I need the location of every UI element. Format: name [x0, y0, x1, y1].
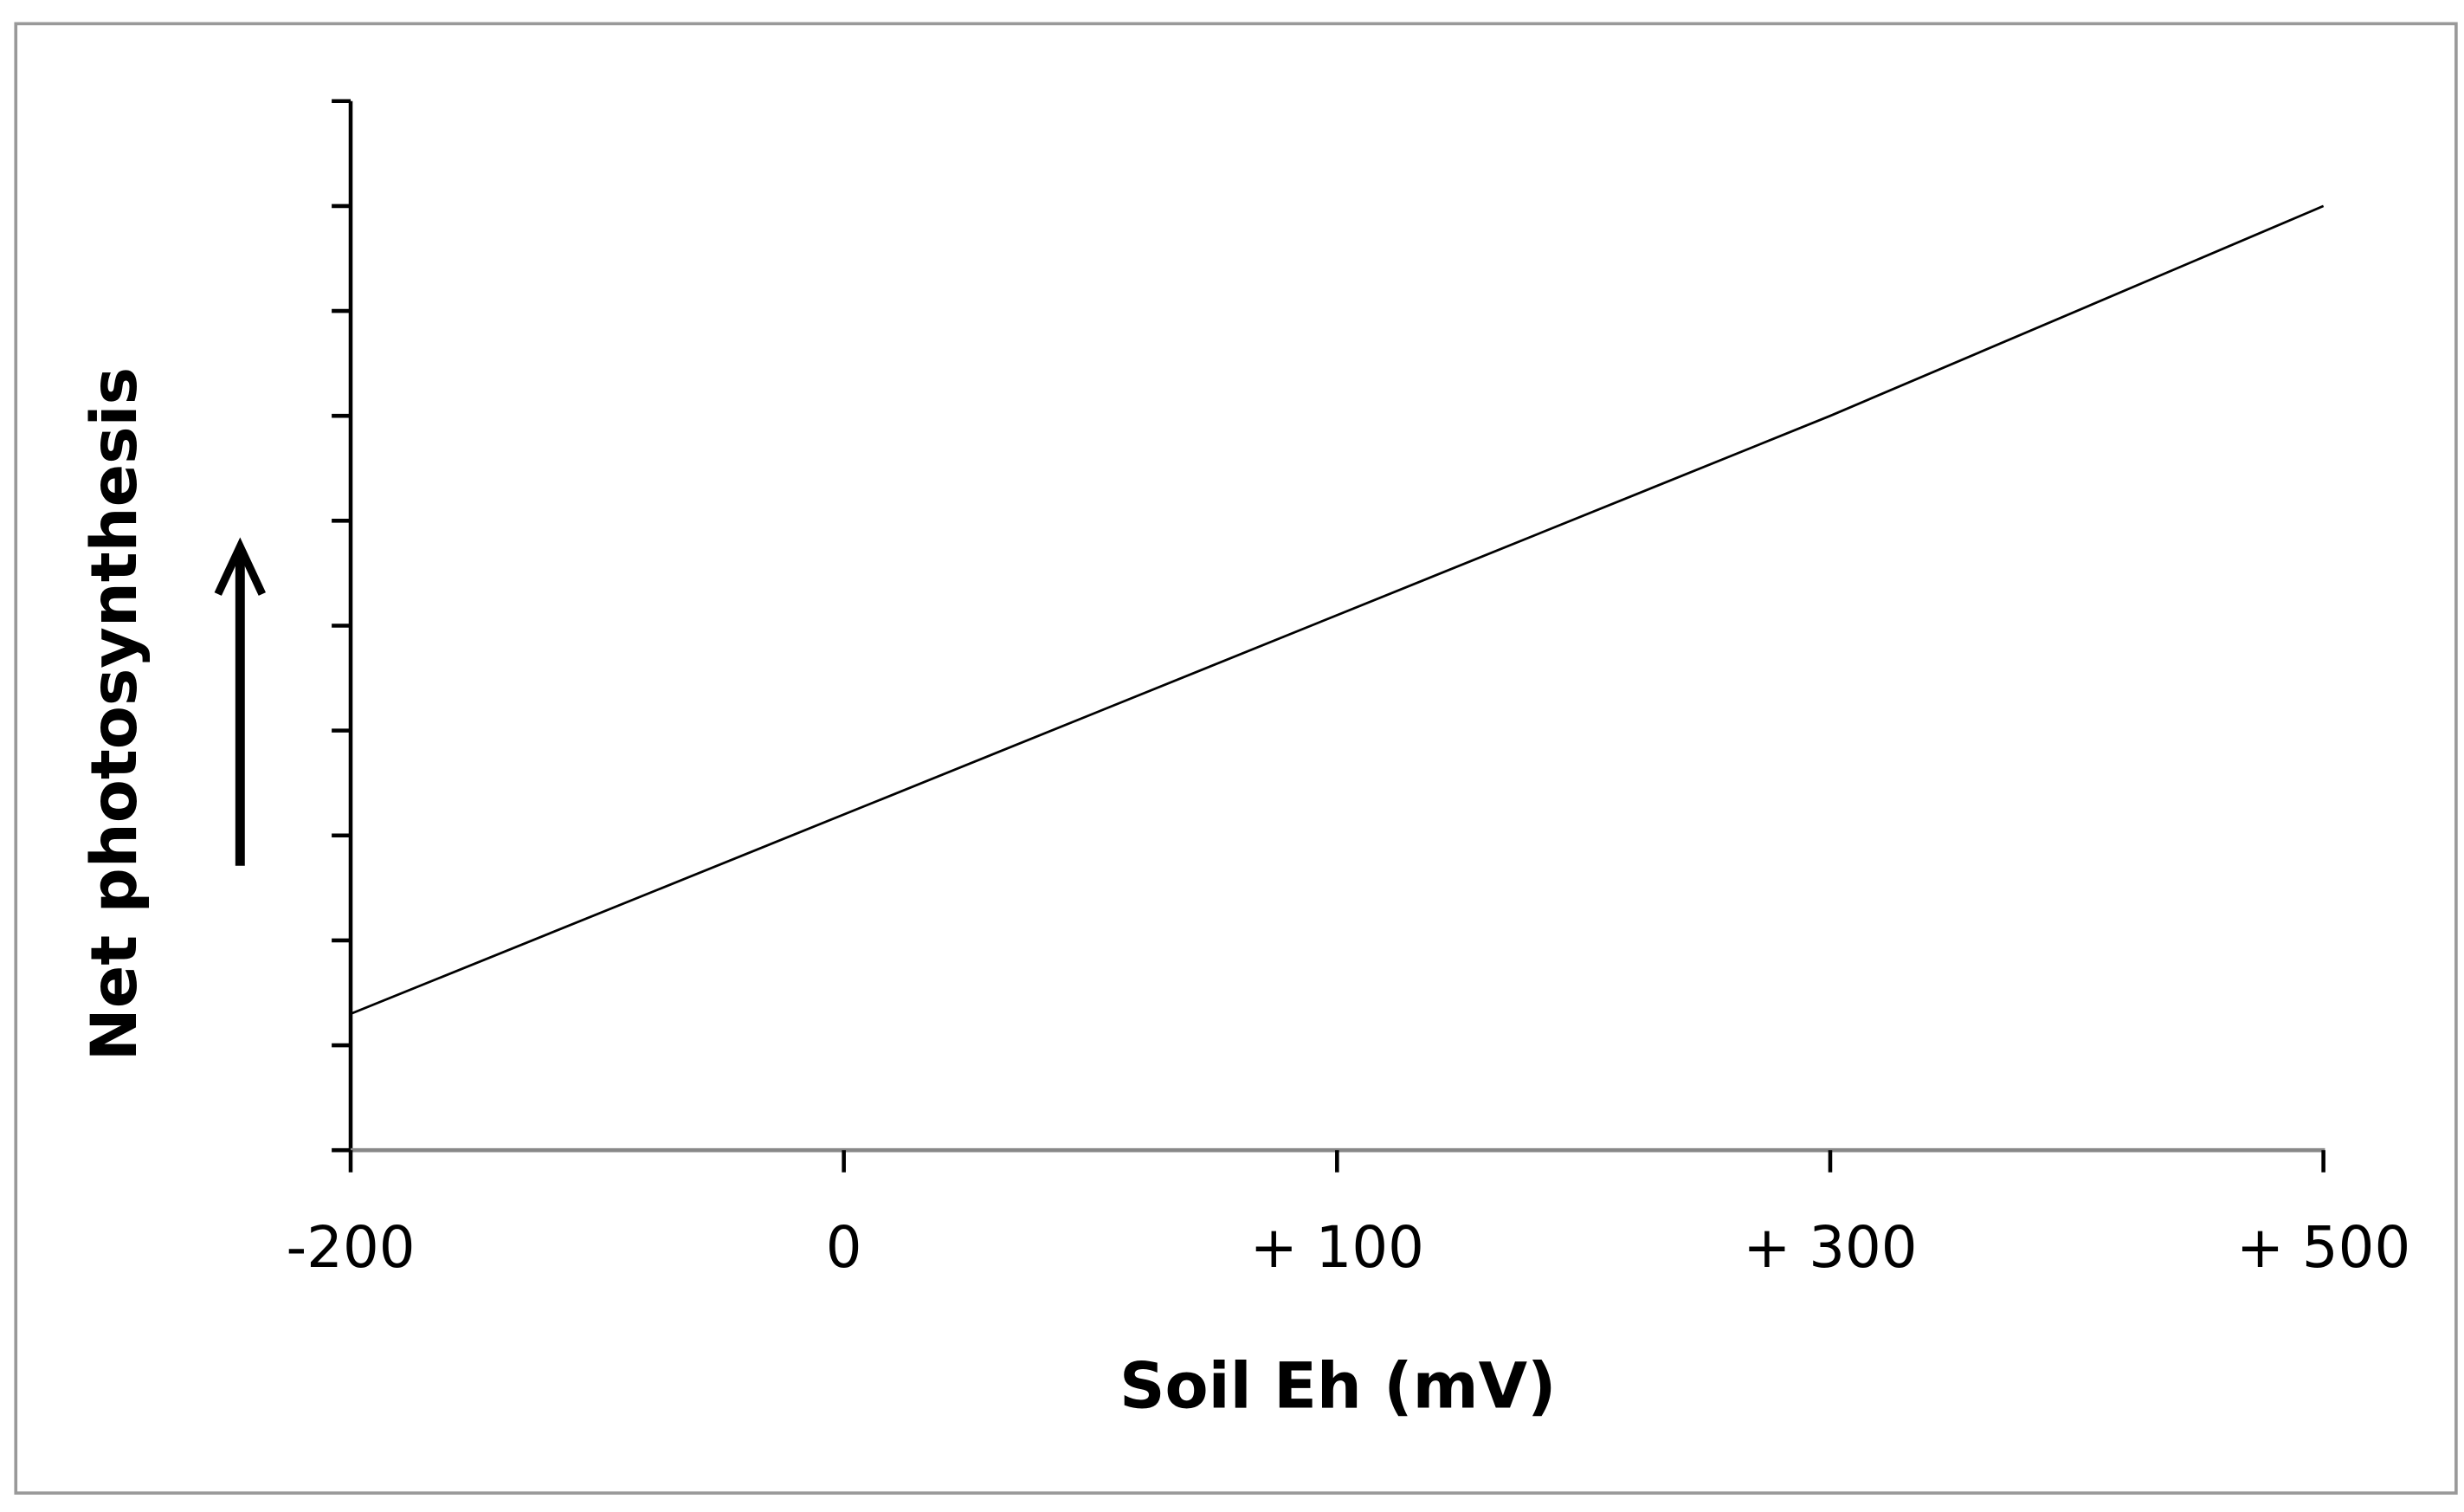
x-tick-label: + 100	[1250, 1215, 1424, 1281]
data-line	[350, 204, 2325, 1015]
x-tick-label: -200	[287, 1215, 416, 1281]
x-tick-label: + 300	[1743, 1215, 1917, 1281]
y-axis-title: Net photosynthesis	[78, 367, 152, 1061]
x-tick-label: 0	[826, 1215, 862, 1281]
x-tick-label: + 500	[2236, 1215, 2410, 1281]
y-arrow	[214, 537, 266, 866]
chart-frame	[14, 22, 2458, 1495]
x-axis-title: Soil Eh (mV)	[1119, 1350, 1557, 1424]
